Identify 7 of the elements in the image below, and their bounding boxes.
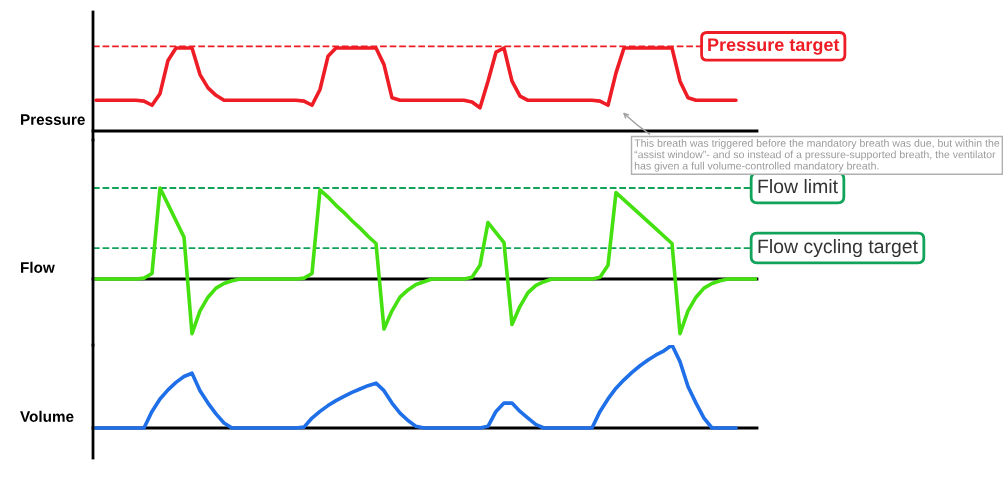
text: This breath was triggered before the mandatory breath was due, but within the “assist window”- and so instead of a pressure-supported breath, the ventilator has given a full volume-controlled mandatory breath. [634, 139, 1000, 172]
y-axis-title: Pressure [21, 114, 85, 125]
ref-line-label: Flow limit [758, 178, 838, 194]
y-axis-title: Volume [20, 410, 74, 422]
y-axis-title: Flow [21, 261, 55, 273]
ref-line-label: Pressure target [708, 38, 840, 55]
ref-line-label: Flow cycling target [758, 239, 918, 258]
